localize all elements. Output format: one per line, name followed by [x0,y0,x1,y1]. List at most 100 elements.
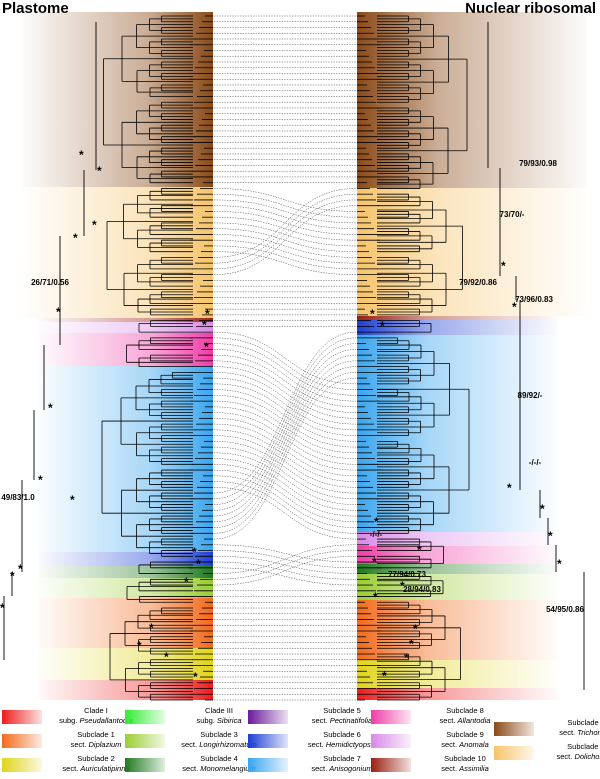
support-label-s12: 54/95/0.86 [546,605,584,614]
legend-rank: sect. [556,752,575,761]
legend-item: Subclade 7 sect. Anisogonium [248,754,398,776]
plastome-clade-band [38,552,213,566]
tanglegram-link [213,550,357,569]
tanglegram-link [213,377,357,540]
plastome-clade-band [38,566,213,578]
plastome-tree [3,15,213,701]
legend-taxon-name: Assimilia [459,764,489,773]
tanglegram-link [213,239,357,264]
tanglegram-svg: ***** ********** *********************** 7… [0,12,587,701]
legend-label: Subclade 7 sect. Anisogonium [290,754,394,774]
legend-swatch [2,758,42,772]
tanglegram-link [213,199,357,270]
support-star: * [205,307,210,321]
tanglegram-link [213,550,357,580]
legend-taxon-name: Trichoneura [577,728,600,737]
legend-item: Subclade 9 sect. Anomala [371,730,521,752]
legend-swatch [248,710,288,724]
legend-swatch [2,734,42,748]
tanglegram-link [213,544,357,574]
legend-label: Subclade 6 sect. Hemidictyopsis [290,730,394,750]
legend-title: Subclade 6 [323,730,361,739]
tanglegram-link [213,193,357,264]
legend-taxon: sect. Longirhizomatum [167,740,271,750]
support-stars: ***** ********** *********************** [0,148,562,684]
legend-taxon: sect. Pectinatifolia [290,716,394,726]
tanglegram-link [213,216,357,241]
support-star: * [70,493,75,507]
tanglegram-link [213,372,357,534]
legend-rank: sect. [62,764,81,773]
support-star: * [73,231,78,245]
tanglegram-link [213,556,357,586]
support-star: * [372,555,377,569]
legend-swatch [125,734,165,748]
support-star: * [512,300,517,314]
legend-title: Subclade 12 [567,742,600,751]
tanglegram-link [213,544,357,563]
support-label-s3: 26/71/0.56 [31,278,69,287]
legend-swatch [125,758,165,772]
support-star: * [507,481,512,495]
support-star: * [0,601,5,615]
nuclear-clade-band [357,335,557,532]
plastome-clade-band [38,622,213,648]
tanglegram-link [213,245,357,270]
support-star: * [38,473,43,487]
legend-taxon-name: Monomelangium [200,764,256,773]
tanglegram-link [213,188,357,258]
legend-swatch [248,758,288,772]
plastome-clade-band [38,322,213,333]
legend-swatch [125,710,165,724]
legend-rank: sect. [439,716,458,725]
legend-taxon: sect. Trichoneura [536,728,600,738]
legend-swatch [371,734,411,748]
legend-taxon-name: Sibirica [216,716,242,725]
support-star: * [137,639,142,653]
legend-label: Subclade 10 sect. Assimilia [413,754,517,774]
legend-label: Subclade 3 sect. Longirhizomatum [167,730,271,750]
support-star: * [10,569,15,583]
support-star: * [48,401,53,415]
support-star: * [409,637,414,651]
support-star: * [382,669,387,683]
legend-item: Subclade 10 sect. Assimilia [371,754,521,776]
legend-rank: sect. [182,764,201,773]
legend-label: Subclade 4 sect. Monomelangium [167,754,271,774]
support-star: * [413,622,418,636]
tanglegram-link [213,222,357,247]
nuclear-clade-band [357,632,557,660]
legend-item: Subclade 8 sect. Allantodia [371,706,521,728]
clade-bands [23,12,587,700]
legend-title: Subclade 3 [200,730,238,739]
legend-taxon-name: Hemidictyopsis [325,740,377,749]
legend-title: Clade I [84,706,108,715]
legend-taxon: sect. Assimilia [413,764,517,774]
legend-item: Subclade 4 sect. Monomelangium [125,754,275,776]
support-star: * [92,218,97,232]
legend-label: Clade III subg. Sibirica [167,706,271,726]
legend-rank: subg. [196,716,217,725]
support-star: * [18,562,23,576]
support-star: * [97,164,102,178]
legend-swatch [371,710,411,724]
support-star: * [557,557,562,571]
tanglegram-link [213,337,357,500]
legend-taxon-name: Allantodia [457,716,491,725]
tanglegram-links [213,15,357,701]
legend-item: Subclade 6 sect. Hemidictyopsis [248,730,398,752]
legend-taxon: subg. Pseudallantodia [44,716,148,726]
legend-title: Subclade 9 [446,730,484,739]
legend-label: Subclade 1 sect. Diplazium [44,730,148,750]
support-star: * [501,259,506,273]
support-label-s8: 49/83/1.0 [1,493,35,502]
legend-item: Subclade 2 sect. Auriculatipinna [2,754,152,776]
legend-taxon: sect. Monomelangium [167,764,271,774]
support-star: * [380,319,385,333]
legend-label: Subclade 5 sect. Pectinatifolia [290,706,394,726]
legend-rank: sect. [307,740,326,749]
tanglegram-link [213,205,357,229]
support-star: * [404,651,409,665]
legend-item: Subclade 5 sect. Pectinatifolia [248,706,398,728]
